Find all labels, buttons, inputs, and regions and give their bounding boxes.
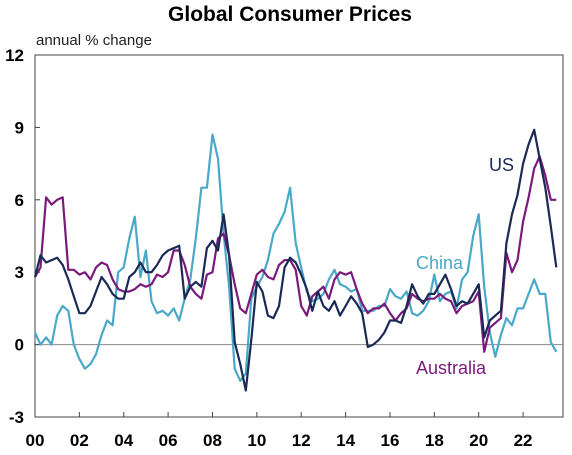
- x-tick-label: 16: [380, 431, 399, 450]
- x-tick-label: 22: [514, 431, 533, 450]
- series-label-china: China: [416, 253, 464, 273]
- plot-area-frame: [34, 54, 564, 418]
- x-tick-label: 18: [425, 431, 444, 450]
- y-axis-unit-label: annual % change: [36, 32, 152, 49]
- y-tick-labels: 12 9 6 3 0 -3: [5, 46, 40, 427]
- y-tick-label: 9: [15, 118, 24, 137]
- y-tick-label: 6: [15, 191, 24, 210]
- x-tick-label: 10: [247, 431, 266, 450]
- series-lines: [33, 128, 558, 392]
- x-tick-label: 20: [469, 431, 488, 450]
- series-line-china: [33, 133, 558, 382]
- x-tick-label: 04: [114, 431, 133, 450]
- chart-title: Global Consumer Prices: [168, 3, 412, 26]
- x-tick-label: 02: [70, 431, 89, 450]
- x-tick-labels: 00 02 04 06 08 10 12 14 16 18 20 22: [26, 412, 533, 450]
- x-tick-label: 06: [159, 431, 178, 450]
- y-tick-label: -3: [9, 408, 24, 427]
- x-tick-label: 08: [203, 431, 222, 450]
- y-tick-label: 3: [15, 263, 24, 282]
- x-tick-label: 00: [26, 431, 45, 450]
- x-tick-label: 14: [336, 431, 355, 450]
- series-label-us: US: [489, 155, 514, 175]
- y-tick-label: 0: [15, 336, 24, 355]
- y-tick-label: 12: [5, 46, 24, 65]
- x-tick-label: 12: [292, 431, 311, 450]
- series-line-us: [33, 128, 558, 392]
- series-line-australia: [34, 155, 557, 353]
- series-label-australia: Australia: [416, 358, 487, 378]
